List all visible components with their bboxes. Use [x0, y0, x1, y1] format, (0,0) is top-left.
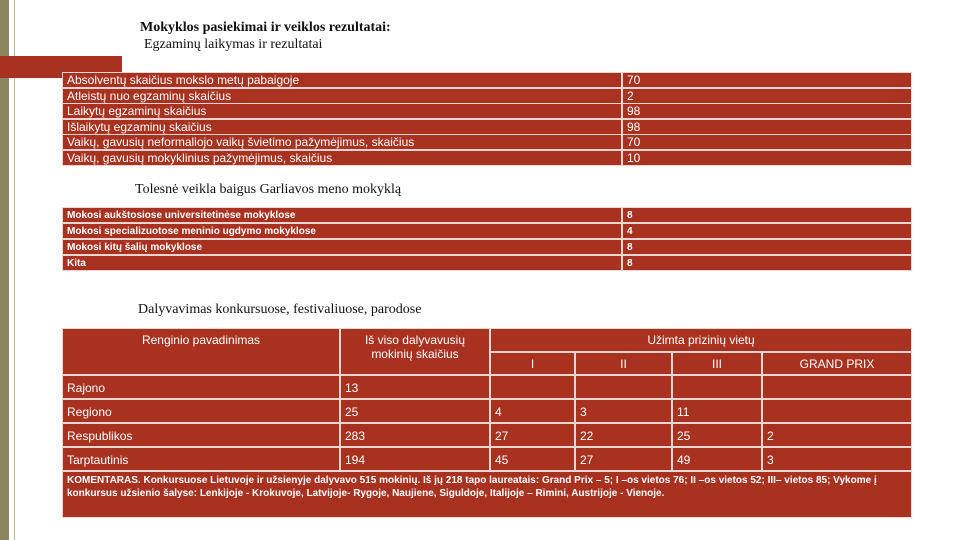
row-value: 283 [340, 423, 490, 447]
side-stripe [0, 0, 9, 540]
column-subheader: I [490, 352, 575, 375]
row-value [762, 399, 912, 423]
row-value: 45 [490, 447, 575, 471]
row-value: 8 [622, 207, 912, 223]
row-value: 8 [622, 255, 912, 271]
row-value: 4 [490, 399, 575, 423]
row-label: Kita [62, 255, 622, 271]
section-heading: Dalyvavimas konkursuose, festivaliuose, … [138, 302, 422, 317]
row-value: 98 [622, 103, 912, 120]
row-label: Vaikų, gavusių neformaliojo vaikų švieti… [62, 134, 622, 151]
row-value: 10 [622, 150, 912, 166]
row-value: 2 [762, 423, 912, 447]
row-value: 27 [575, 447, 672, 471]
side-line [14, 0, 15, 540]
column-header: Užimta prizinių vietų [490, 328, 912, 352]
row-value: 3 [575, 399, 672, 423]
row-label: Rajono [62, 375, 340, 399]
row-label: Laikytų egzaminų skaičius [62, 103, 622, 120]
row-value: 25 [340, 399, 490, 423]
row-value: 70 [622, 72, 912, 88]
row-value: 2 [622, 87, 912, 104]
row-value: 25 [672, 423, 762, 447]
column-header: Iš viso dalyvavusių mokinių skaičius [340, 328, 490, 375]
row-value [762, 375, 912, 399]
row-label: Regiono [62, 399, 340, 423]
row-value: 27 [490, 423, 575, 447]
row-value [575, 375, 672, 399]
row-value: 13 [340, 375, 490, 399]
column-subheader: GRAND PRIX [762, 352, 912, 375]
row-value [672, 375, 762, 399]
row-label: Respublikos [62, 423, 340, 447]
row-value: 8 [622, 239, 912, 255]
row-value: 70 [622, 134, 912, 151]
row-label: Mokosi aukštosiose universitetinėse moky… [62, 207, 622, 223]
row-label: Vaikų, gavusių mokyklinius pažymėjimus, … [62, 150, 622, 166]
subtitle: Egzaminų laikymas ir rezultatai [144, 37, 323, 52]
row-value: 98 [622, 118, 912, 135]
row-value: 4 [622, 223, 912, 239]
row-label: Atleistų nuo egzaminų skaičius [62, 87, 622, 104]
row-value: 22 [575, 423, 672, 447]
row-label: Tarptautinis [62, 447, 340, 471]
title: Mokyklos pasiekimai ir veiklos rezultata… [140, 20, 391, 35]
row-value: 3 [762, 447, 912, 471]
row-label: Mokosi specializuotose meninio ugdymo mo… [62, 223, 622, 239]
column-header: Renginio pavadinimas [62, 328, 340, 375]
column-subheader: III [672, 352, 762, 375]
row-value: 194 [340, 447, 490, 471]
row-label: Išlaikytų egzaminų skaičius [62, 118, 622, 135]
row-value: 11 [672, 399, 762, 423]
column-subheader: II [575, 352, 672, 375]
row-label: Mokosi kitų šalių mokyklose [62, 239, 622, 255]
row-label: Absolventų skaičius mokslo metų pabaigoj… [62, 72, 622, 88]
section-heading: Tolesnė veikla baigus Garliavos meno mok… [135, 182, 402, 197]
row-value: 49 [672, 447, 762, 471]
comment: KOMENTARAS. Konkursuose Lietuvoje ir užs… [62, 471, 912, 518]
row-value [490, 375, 575, 399]
